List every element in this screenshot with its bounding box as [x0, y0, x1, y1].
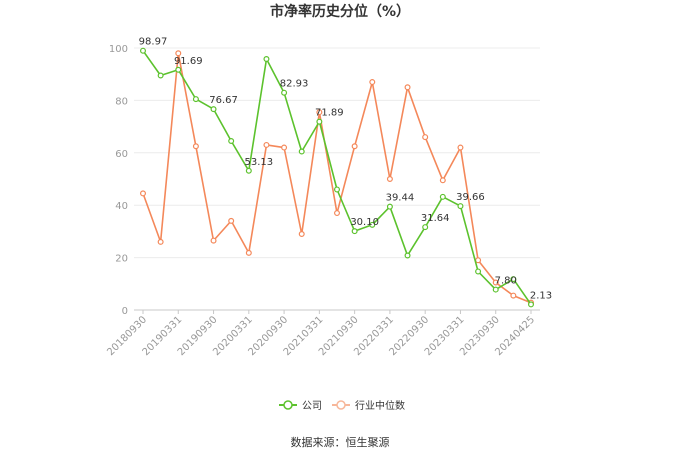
data-point-industry-median [386, 176, 393, 183]
data-point-industry-median [422, 134, 429, 141]
data-point-company [386, 203, 393, 210]
data-point-company [298, 148, 305, 155]
data-label-layer: 98.97 91.69 76.67 53.13 82.93 71.89 30.10 39.44… [139, 37, 552, 302]
data-point-company [492, 286, 499, 293]
data-label-company: 31.64 [421, 213, 450, 224]
data-label-company: 30.10 [350, 217, 379, 228]
data-point-industry-median [192, 143, 199, 150]
data-point-industry-median [298, 231, 305, 238]
data-point-company [439, 193, 446, 200]
data-point-company [334, 186, 341, 193]
data-point-industry-median [457, 144, 464, 151]
data-point-industry-median [439, 177, 446, 184]
legend[interactable]: 公司 行业中位数 [279, 399, 405, 412]
y-tick-label: 100 [109, 44, 128, 55]
y-tick-label: 40 [115, 201, 128, 212]
data-point-company [263, 56, 270, 63]
grid-layer [134, 47, 540, 259]
legend-industry-marker [336, 400, 346, 410]
data-label-company: 82.93 [280, 79, 309, 90]
data-point-industry-median [281, 144, 288, 151]
data-point-industry-median [140, 190, 147, 197]
data-point-company [192, 96, 199, 103]
data-point-industry-median [404, 84, 411, 91]
data-point-company [475, 268, 482, 275]
data-label-company: 7.80 [495, 276, 517, 287]
data-label-company: 76.67 [209, 95, 238, 106]
data-label-company: 39.44 [386, 193, 415, 204]
legend-company-marker [283, 400, 293, 410]
data-label-company: 39.66 [456, 192, 485, 203]
data-point-company [228, 138, 235, 145]
y-tick-label: 0 [122, 306, 128, 317]
data-label-company: 71.89 [315, 108, 344, 119]
data-point-company [527, 301, 534, 308]
data-point-company [157, 72, 164, 79]
legend-company-label: 公司 [302, 401, 322, 412]
data-source: 数据来源：恒生聚源 [291, 435, 390, 449]
legend-item-company[interactable]: 公司 [279, 400, 322, 412]
y-tick-label: 80 [115, 96, 128, 107]
data-point-industry-median [492, 279, 499, 286]
data-point-company [457, 203, 464, 210]
data-point-industry-median [369, 79, 376, 86]
data-point-company [351, 228, 358, 235]
legend-industry-label: 行业中位数 [355, 399, 405, 412]
data-point-industry-median [351, 143, 358, 150]
data-label-company: 91.69 [174, 56, 203, 67]
data-point-company [175, 66, 182, 73]
data-point-industry-median [475, 257, 482, 264]
data-point-industry-median [210, 237, 217, 244]
legend-item-industry-median[interactable]: 行业中位数 [332, 399, 405, 412]
y-tick-label: 20 [115, 254, 128, 265]
data-point-industry-median [510, 292, 517, 299]
data-point-company [210, 106, 217, 113]
data-point-company [316, 118, 323, 125]
data-point-industry-median [334, 210, 341, 217]
data-point-company [422, 224, 429, 231]
data-point-industry-median [316, 109, 323, 116]
data-point-company [281, 89, 288, 96]
y-tick-label: 60 [115, 149, 128, 160]
chart-title: 市净率历史分位（%） [270, 3, 410, 20]
series-line-industry-median [142, 52, 532, 304]
data-point-company [245, 167, 252, 174]
data-label-company: 98.97 [139, 37, 168, 48]
series-layer [140, 47, 534, 308]
data-point-industry-median [157, 238, 164, 245]
data-point-company [369, 221, 376, 228]
data-point-company [510, 276, 517, 283]
data-point-industry-median [263, 141, 270, 148]
data-point-company [140, 47, 147, 54]
data-point-company [404, 252, 411, 259]
data-point-industry-median [175, 50, 182, 57]
data-point-industry-median [228, 217, 235, 224]
data-label-company: 53.13 [244, 157, 273, 168]
data-point-industry-median [245, 249, 252, 256]
data-label-company: 2.13 [530, 290, 552, 301]
